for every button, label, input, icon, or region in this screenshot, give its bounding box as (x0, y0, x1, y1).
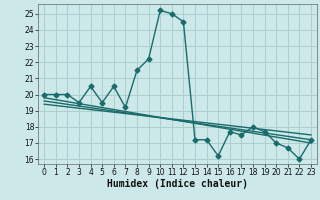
X-axis label: Humidex (Indice chaleur): Humidex (Indice chaleur) (107, 179, 248, 189)
